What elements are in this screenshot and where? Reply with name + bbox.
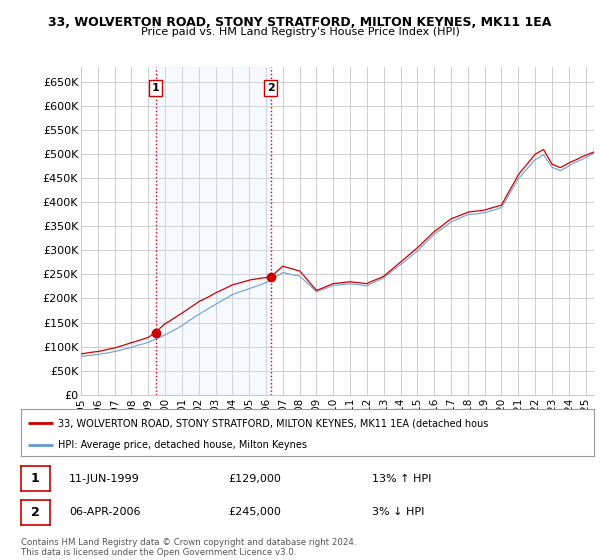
Text: 1: 1 [152,83,160,93]
Text: 3% ↓ HPI: 3% ↓ HPI [372,507,424,517]
Text: £129,000: £129,000 [228,474,281,484]
Text: Contains HM Land Registry data © Crown copyright and database right 2024.
This d: Contains HM Land Registry data © Crown c… [21,538,356,557]
Text: 06-APR-2006: 06-APR-2006 [69,507,140,517]
Text: 11-JUN-1999: 11-JUN-1999 [69,474,140,484]
Text: 33, WOLVERTON ROAD, STONY STRATFORD, MILTON KEYNES, MK11 1EA: 33, WOLVERTON ROAD, STONY STRATFORD, MIL… [49,16,551,29]
Text: 13% ↑ HPI: 13% ↑ HPI [372,474,431,484]
Text: £245,000: £245,000 [228,507,281,517]
Text: HPI: Average price, detached house, Milton Keynes: HPI: Average price, detached house, Milt… [58,440,307,450]
Text: 2: 2 [266,83,274,93]
Text: Price paid vs. HM Land Registry's House Price Index (HPI): Price paid vs. HM Land Registry's House … [140,27,460,37]
Text: 33, WOLVERTON ROAD, STONY STRATFORD, MILTON KEYNES, MK11 1EA (detached hous: 33, WOLVERTON ROAD, STONY STRATFORD, MIL… [58,418,488,428]
Text: 1: 1 [31,472,40,486]
Text: 2: 2 [31,506,40,519]
Bar [155,67,271,395]
